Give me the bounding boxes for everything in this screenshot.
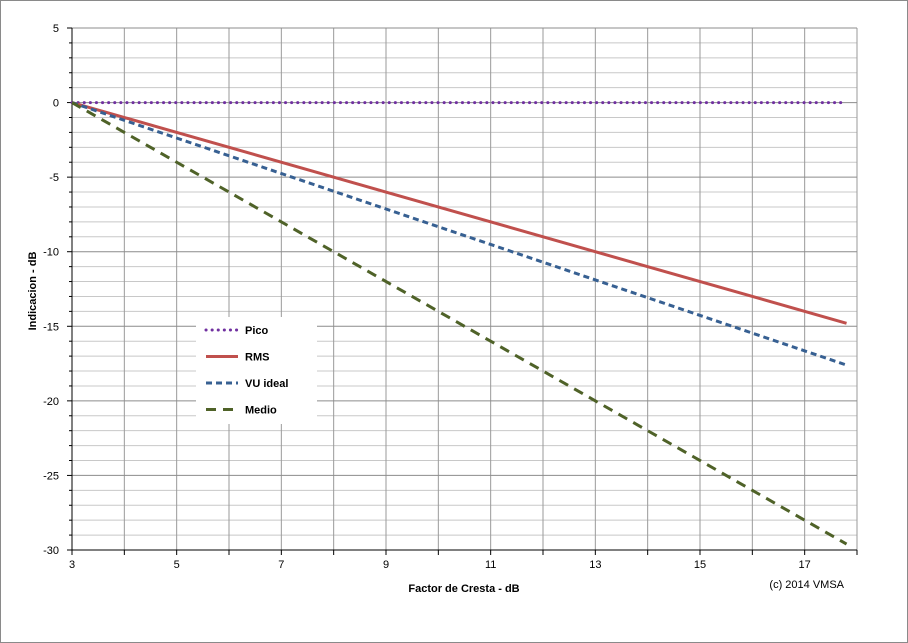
legend-box <box>196 317 317 424</box>
legend-label: Pico <box>245 325 269 337</box>
x-tick-label: 13 <box>589 559 601 571</box>
y-axis-ticks: 5 0 -5 -10 -15 -20 -25 -30 <box>43 23 72 557</box>
y-tick-label: -25 <box>43 470 59 482</box>
series-line-rms <box>71 101 847 325</box>
major-gridlines <box>72 27 858 551</box>
legend: Pico RMS VU ideal Medio <box>196 317 317 424</box>
x-tick-label: 3 <box>69 559 75 571</box>
axes <box>71 28 857 551</box>
legend-label: RMS <box>245 352 269 364</box>
y-tick-label: -30 <box>43 545 59 557</box>
minor-gridlines <box>72 42 857 536</box>
x-tick-label: 11 <box>485 559 496 571</box>
y-tick-label: -5 <box>49 172 59 184</box>
x-axis-ticks: 3 5 7 9 11 13 15 17 <box>69 550 858 571</box>
legend-label: Medio <box>245 405 277 417</box>
legend-label: VU ideal <box>245 378 288 390</box>
x-tick-label: 15 <box>694 559 706 571</box>
copyright-annotation: (c) 2014 VMSA <box>769 579 844 591</box>
y-tick-label: -20 <box>43 396 59 408</box>
y-tick-label: -10 <box>43 247 59 259</box>
x-tick-label: 5 <box>174 559 180 571</box>
x-axis-title: Factor de Cresta - dB <box>408 583 519 595</box>
series-line-medio <box>71 101 848 546</box>
y-tick-label: 0 <box>53 98 59 110</box>
x-tick-label: 17 <box>799 559 811 571</box>
y-tick-label: 5 <box>53 23 59 35</box>
y-axis-title: Indicacion - dB <box>27 252 39 331</box>
x-tick-label: 7 <box>278 559 284 571</box>
y-tick-label: -15 <box>43 321 59 333</box>
series-lines <box>70 101 849 546</box>
series-line-vu-ideal <box>71 101 848 367</box>
x-tick-label: 9 <box>383 559 389 571</box>
